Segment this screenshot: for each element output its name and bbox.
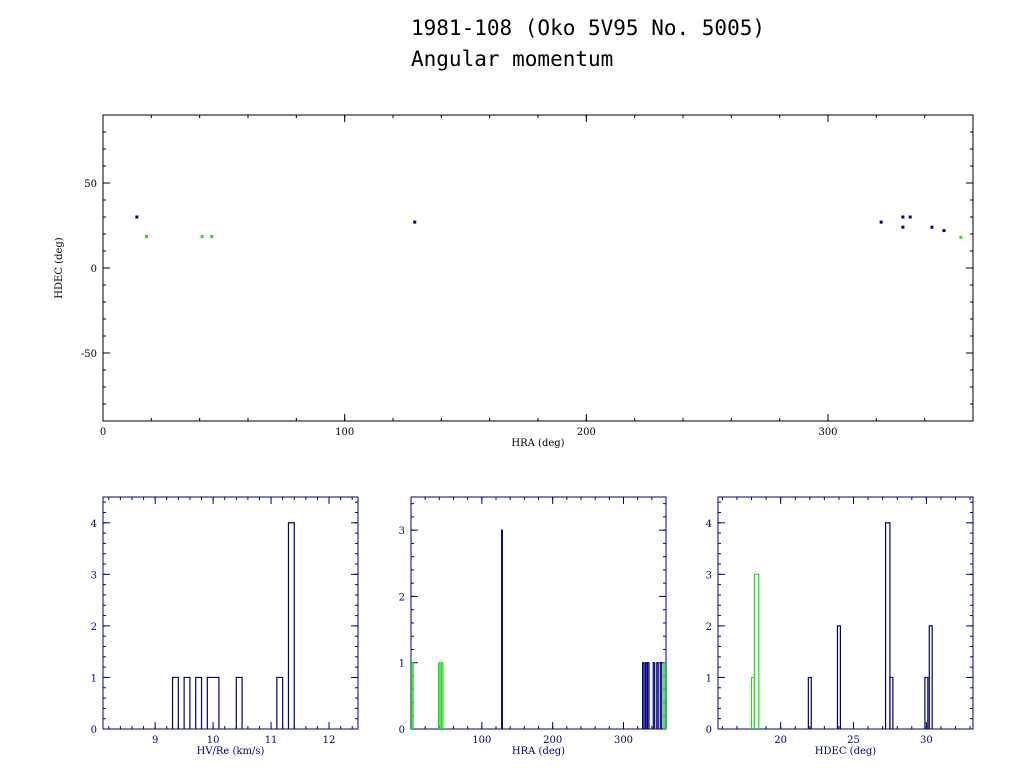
histogram-bar <box>889 676 894 729</box>
scatter-point <box>908 215 912 219</box>
histogram-bar <box>659 662 663 729</box>
histogram-bar <box>924 676 929 729</box>
histogram-bar <box>440 662 444 729</box>
histogram-bar <box>195 676 203 729</box>
histogram-bar <box>171 676 179 729</box>
histogram-bar <box>836 625 841 729</box>
histogram-bar <box>656 662 659 729</box>
y-tick-label: 2 <box>91 622 97 633</box>
y-tick-label: 0 <box>706 725 712 736</box>
plot-frame-3 <box>717 496 974 730</box>
histogram-bar <box>501 529 503 729</box>
y-tick-label: 3 <box>706 570 712 581</box>
histogram-bar <box>646 662 650 729</box>
plot-frame-1 <box>102 496 359 730</box>
y-axis-label: HDEC (deg) <box>54 237 65 298</box>
scatter-point <box>413 220 417 224</box>
histogram-bar <box>183 676 191 729</box>
y-tick-label: 3 <box>91 570 97 581</box>
histogram-bar <box>287 522 295 729</box>
scatter-point <box>930 225 934 229</box>
histogram-bar <box>411 662 414 729</box>
scatter-point <box>145 235 148 239</box>
y-tick-label: 0 <box>91 264 97 275</box>
x-tick-label: 12 <box>323 735 336 746</box>
scatter-point <box>879 220 883 224</box>
y-tick-label: 50 <box>84 179 97 190</box>
chart-subtitle: Angular momentum <box>411 47 614 71</box>
x-tick-label: 9 <box>152 735 158 746</box>
scatter-point <box>959 235 963 239</box>
y-tick-label: 0 <box>91 725 97 736</box>
x-tick-label: 200 <box>543 735 562 746</box>
x-axis-label: HV/Re (km/s) <box>197 746 265 757</box>
x-tick-label: 25 <box>847 735 860 746</box>
x-tick-label: 300 <box>614 735 633 746</box>
x-tick-label: 30 <box>920 735 933 746</box>
y-tick-label: 3 <box>399 526 405 537</box>
histogram-bar <box>206 676 220 729</box>
x-axis-label: HRA (deg) <box>511 438 564 449</box>
x-tick-label: 11 <box>265 735 278 746</box>
x-tick-label: 20 <box>774 735 787 746</box>
chart-title: 1981-108 (Oko 5V95 No. 5005) <box>411 16 766 40</box>
histogram-bar <box>235 676 243 729</box>
x-tick-label: 100 <box>335 427 354 438</box>
y-tick-label: 1 <box>91 673 97 684</box>
plot-frame-2 <box>410 496 667 730</box>
histogram-bar <box>438 662 441 729</box>
plot-frame-0 <box>102 114 974 422</box>
scatter-point <box>135 215 139 219</box>
histogram-bar <box>663 662 666 729</box>
scatter-point <box>210 235 214 239</box>
x-axis-label: HRA (deg) <box>512 746 565 757</box>
x-axis-label: HDEC (deg) <box>815 746 876 757</box>
scatter-point <box>901 225 905 229</box>
histogram-bar <box>642 662 645 729</box>
y-tick-label: 2 <box>399 592 405 603</box>
scatter-point <box>942 229 946 233</box>
histogram-bar <box>652 662 656 729</box>
x-tick-label: 200 <box>577 427 596 438</box>
y-tick-label: 2 <box>706 622 712 633</box>
x-tick-label: 0 <box>100 427 106 438</box>
y-tick-label: 1 <box>706 673 712 684</box>
x-tick-label: 10 <box>207 735 220 746</box>
y-tick-label: 1 <box>399 659 405 670</box>
histogram-bar <box>807 676 812 729</box>
histogram-bar <box>644 662 648 729</box>
histogram-bar <box>276 676 284 729</box>
y-tick-label: -50 <box>81 349 97 360</box>
histogram-bar <box>753 573 760 729</box>
x-tick-label: 100 <box>472 735 491 746</box>
histogram-bar <box>928 625 933 729</box>
scatter-point <box>901 215 905 219</box>
y-tick-label: 0 <box>399 725 405 736</box>
histogram-bar <box>884 522 891 729</box>
scatter-point <box>200 235 204 239</box>
x-tick-label: 300 <box>818 427 837 438</box>
y-tick-label: 4 <box>91 519 97 530</box>
y-tick-label: 4 <box>706 519 712 530</box>
